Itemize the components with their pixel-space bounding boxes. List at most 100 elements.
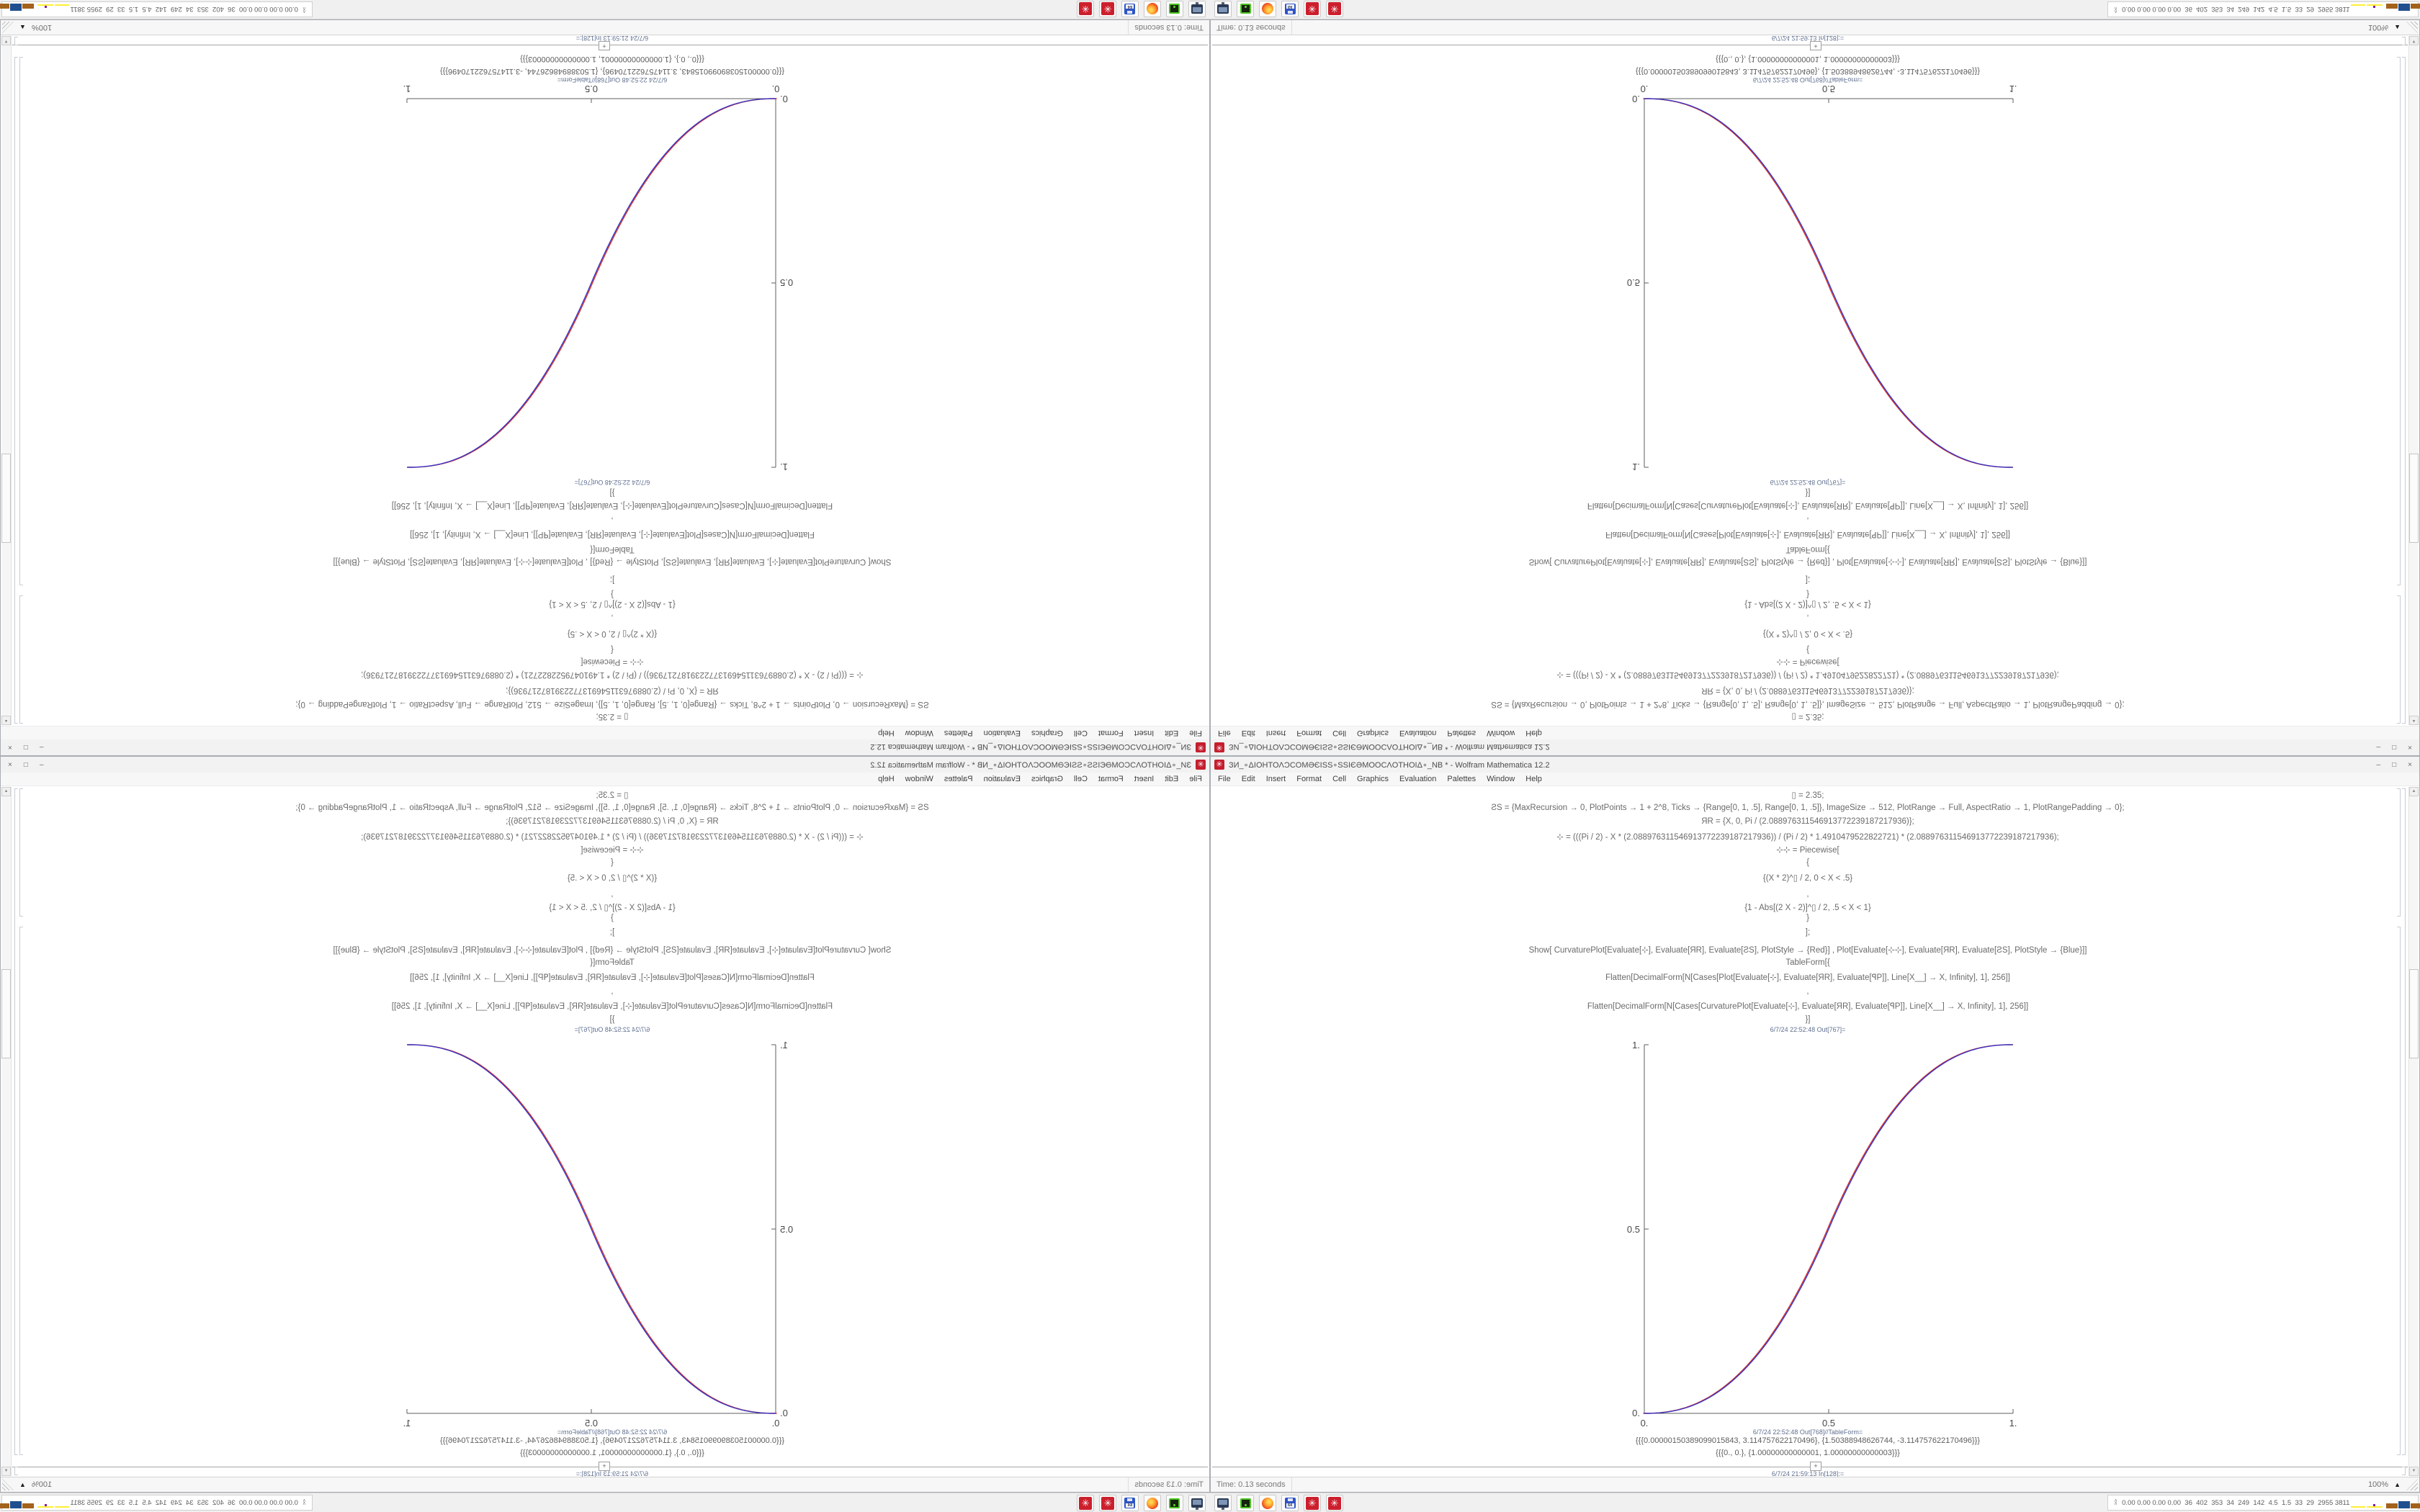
code-line-piece1[interactable]: {(X * 2)^▯ / 2, 0 < X < .5} [567, 874, 658, 883]
menu-evaluation[interactable]: Evaluation [983, 729, 1021, 737]
cell-bracket-new-input[interactable] [14, 1467, 18, 1475]
cell-bracket-new-input[interactable] [2402, 37, 2406, 45]
code-line-piecewise[interactable]: ⊹⊹ = Piecewise[ [1776, 846, 1839, 855]
menu-insert[interactable]: Insert [1265, 729, 1286, 737]
taskbar-firefox-button[interactable] [1259, 1495, 1276, 1511]
menu-help[interactable]: Help [1525, 775, 1542, 783]
code-line-tableform[interactable]: TableForm[{ [590, 958, 635, 967]
magnification-menu-icon[interactable]: ▲ [2394, 24, 2401, 31]
taskbar-firefox-button[interactable] [1259, 1, 1276, 17]
minimize-button[interactable]: – [2376, 760, 2381, 769]
menu-window[interactable]: Window [1487, 729, 1515, 737]
code-line-flatten1[interactable]: Flatten[DecimalForm[N[Cases[Plot[Evaluat… [1605, 530, 2010, 539]
code-line-brace-close[interactable]: } [611, 914, 614, 922]
scroll-down-button[interactable]: ▼ [1, 1467, 11, 1476]
code-line-flatten2[interactable]: Flatten[DecimalForm[N[Cases[CurvaturePlo… [1587, 1002, 2029, 1011]
cell-group-bracket-inputs[interactable] [19, 788, 23, 917]
cell-group-bracket-outer[interactable] [14, 788, 18, 1455]
code-line-comma2[interactable]: , [611, 516, 614, 525]
magnification-menu-icon[interactable]: ▲ [19, 24, 26, 31]
taskbar-mathematica-button-2[interactable]: ✳ [1326, 1495, 1343, 1511]
tray-expand-icon[interactable]: ∧ ∧ [302, 6, 306, 14]
cell-group-bracket-outputs[interactable] [2397, 57, 2401, 585]
menu-file[interactable]: File [1218, 775, 1231, 783]
menu-format[interactable]: Format [1098, 775, 1124, 783]
menu-file[interactable]: File [1189, 775, 1202, 783]
menu-evaluation[interactable]: Evaluation [1399, 729, 1437, 737]
scroll-up-button[interactable]: ▲ [1, 787, 11, 796]
menu-format[interactable]: Format [1296, 729, 1322, 737]
taskbar-firefox-button[interactable] [1144, 1, 1161, 17]
cell-group-bracket-outputs[interactable] [2397, 927, 2401, 1455]
code-line-range[interactable]: ЯR = {X, 0, Pi / (2.08897631154691377223… [506, 686, 719, 695]
cell-insert-plus-button[interactable]: + [1810, 1462, 1821, 1471]
cell-bracket-new-input[interactable] [14, 37, 18, 45]
menu-file[interactable]: File [1218, 729, 1231, 737]
scrollbar-thumb[interactable] [2409, 454, 2419, 543]
scroll-down-button[interactable]: ▼ [1, 36, 11, 45]
menu-edit[interactable]: Edit [1165, 775, 1179, 783]
menu-help[interactable]: Help [1525, 729, 1542, 737]
code-line-formula[interactable]: ⊹ = (((Pi / 2) - X * (2.0889763115469137… [1556, 833, 2059, 842]
code-line-formula[interactable]: ⊹ = (((Pi / 2) - X * (2.0889763115469137… [361, 670, 864, 679]
code-line-tableform-close[interactable]: }] [609, 1015, 615, 1024]
code-line-show[interactable]: Show[ CurvaturePlot[Evaluate[⊹], Evaluat… [333, 946, 892, 955]
minimize-button[interactable]: – [39, 760, 44, 769]
zoom-level[interactable]: 100% [2367, 1480, 2389, 1489]
code-line-flatten1[interactable]: Flatten[DecimalForm[N[Cases[Plot[Evaluat… [410, 973, 815, 982]
resize-grip-icon[interactable] [2, 22, 14, 33]
tray-expand-icon[interactable]: ∧ ∧ [2114, 1498, 2118, 1506]
taskbar-floppy-button[interactable]: 64 [1121, 1495, 1139, 1511]
code-line-flatten2[interactable]: Flatten[DecimalForm[N[Cases[CurvaturePlo… [1587, 501, 2029, 510]
code-line-tableform-close[interactable]: }] [1805, 488, 1811, 497]
menu-edit[interactable]: Edit [1241, 729, 1255, 737]
scrollbar-thumb[interactable] [2409, 969, 2419, 1058]
code-line-omega[interactable]: ▯ = 2.35; [1791, 712, 1824, 721]
taskbar-recorder-button[interactable] [1237, 1, 1254, 17]
cell-group-bracket-outer[interactable] [2402, 788, 2406, 1455]
code-line-flatten2[interactable]: Flatten[DecimalForm[N[Cases[CurvaturePlo… [391, 501, 833, 510]
maximize-button[interactable]: □ [23, 743, 28, 752]
cell-group-bracket-inputs[interactable] [19, 595, 23, 724]
cell-insert-plus-button[interactable]: + [1810, 41, 1821, 50]
close-button[interactable]: × [8, 760, 12, 769]
code-line-options[interactable]: ƧS = {MaxRecursion → 0, PlotPoints → 1 +… [295, 804, 929, 812]
scroll-down-button[interactable]: ▼ [2409, 36, 2419, 45]
code-line-options[interactable]: ƧS = {MaxRecursion → 0, PlotPoints → 1 +… [295, 700, 929, 708]
code-line-formula[interactable]: ⊹ = (((Pi / 2) - X * (2.0889763115469137… [1556, 670, 2059, 679]
code-line-piece2[interactable]: {1 - Abs[(2 X - 2)]^▯ / 2, .5 < X < 1} [1744, 904, 1871, 912]
code-line-show[interactable]: Show[ CurvaturePlot[Evaluate[⊹], Evaluat… [333, 557, 892, 566]
code-line-piece1[interactable]: {(X * 2)^▯ / 2, 0 < X < .5} [567, 629, 658, 638]
title-bar[interactable]: ✳ ЗИ_∘ΔIOHTOΛƆCOMƏЄISS∘SSIЄƏMOOCΛOTHOIΔ∘… [1, 757, 1209, 773]
menu-window[interactable]: Window [905, 775, 933, 783]
title-bar[interactable]: ✳ ЗИ_∘ΔIOHTOΛƆCOMƏЄISS∘SSIЄƏMOOCΛOTHOIΔ∘… [1, 739, 1209, 755]
vertical-scrollbar[interactable]: ▲ ▼ [2408, 787, 2419, 1476]
taskbar-mathematica-button-1[interactable]: ✳ [1099, 1, 1116, 17]
menu-palettes[interactable]: Palettes [1447, 775, 1476, 783]
code-line-piecewise[interactable]: ⊹⊹ = Piecewise[ [1776, 657, 1839, 666]
cell-group-bracket-outer[interactable] [14, 57, 18, 724]
taskbar-recorder-button[interactable] [1237, 1495, 1254, 1511]
taskbar-system-monitor-button[interactable] [1188, 1, 1206, 17]
cell-group-bracket-inputs[interactable] [2397, 788, 2401, 917]
code-line-tableform[interactable]: TableForm[{ [1785, 545, 1830, 554]
code-line-flatten1[interactable]: Flatten[DecimalForm[N[Cases[Plot[Evaluat… [410, 530, 815, 539]
close-button[interactable]: × [8, 743, 12, 752]
code-line-omega[interactable]: ▯ = 2.35; [1791, 791, 1824, 800]
scrollbar-thumb[interactable] [1, 454, 11, 543]
code-line-brace-open[interactable]: { [1806, 645, 1809, 654]
code-line-piece2[interactable]: {1 - Abs[(2 X - 2)]^▯ / 2, .5 < X < 1} [549, 904, 676, 912]
menu-palettes[interactable]: Palettes [1447, 729, 1476, 737]
minimize-button[interactable]: – [39, 743, 44, 752]
menu-graphics[interactable]: Graphics [1031, 729, 1063, 737]
zoom-level[interactable]: 100% [31, 23, 53, 32]
maximize-button[interactable]: □ [2392, 760, 2397, 769]
code-line-comma1[interactable]: , [611, 890, 614, 899]
code-line-range[interactable]: ЯR = {X, 0, Pi / (2.08897631154691377223… [1701, 686, 1914, 695]
maximize-button[interactable]: □ [23, 760, 28, 769]
maximize-button[interactable]: □ [2392, 743, 2397, 752]
zoom-level[interactable]: 100% [31, 1480, 53, 1489]
menu-cell[interactable]: Cell [1073, 729, 1088, 737]
code-line-tableform[interactable]: TableForm[{ [590, 545, 635, 554]
code-line-comma1[interactable]: , [611, 613, 614, 622]
